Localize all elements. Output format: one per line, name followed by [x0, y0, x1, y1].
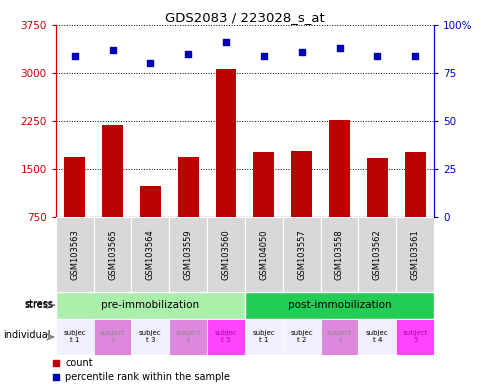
- Point: [222, 39, 229, 45]
- Bar: [395, 319, 433, 355]
- Point: [410, 53, 418, 59]
- Bar: [358, 319, 395, 355]
- Bar: [320, 217, 358, 292]
- Text: stress: stress: [24, 299, 53, 309]
- Text: pre-immobilization: pre-immobilization: [101, 300, 199, 310]
- Bar: [366, 158, 387, 217]
- Bar: [215, 69, 236, 217]
- Bar: [282, 217, 320, 292]
- Bar: [102, 125, 122, 217]
- Text: subjec
t 5: subjec t 5: [214, 331, 237, 343]
- Text: GSM103563: GSM103563: [70, 229, 79, 280]
- Bar: [207, 217, 244, 292]
- Text: subject
5: subject 5: [402, 331, 427, 343]
- Text: GSM103561: GSM103561: [410, 229, 419, 280]
- Text: subjec
t 4: subjec t 4: [365, 331, 388, 343]
- Bar: [140, 186, 160, 217]
- Bar: [131, 319, 169, 355]
- Bar: [395, 217, 433, 292]
- Text: GSM103562: GSM103562: [372, 229, 381, 280]
- Text: GSM103565: GSM103565: [108, 229, 117, 280]
- Bar: [131, 217, 169, 292]
- Text: GSM103557: GSM103557: [297, 229, 305, 280]
- Bar: [244, 217, 282, 292]
- Text: subject
2: subject 2: [100, 331, 125, 343]
- Point: [297, 49, 305, 55]
- Bar: [404, 152, 424, 217]
- Text: subject
3: subject 3: [326, 331, 351, 343]
- Text: stress: stress: [24, 300, 53, 310]
- Bar: [358, 217, 395, 292]
- Bar: [56, 319, 93, 355]
- Point: [52, 374, 60, 380]
- Text: GSM103558: GSM103558: [334, 229, 343, 280]
- Point: [259, 53, 267, 59]
- Point: [108, 47, 116, 53]
- Bar: [329, 120, 349, 217]
- Bar: [169, 319, 207, 355]
- Bar: [64, 157, 85, 217]
- Text: count: count: [65, 358, 93, 368]
- Text: subjec
t 1: subjec t 1: [63, 331, 86, 343]
- Bar: [320, 319, 358, 355]
- Bar: [244, 319, 282, 355]
- Bar: [291, 151, 311, 217]
- Bar: [93, 217, 131, 292]
- Point: [146, 60, 154, 66]
- Point: [52, 360, 60, 366]
- Bar: [93, 319, 131, 355]
- Text: subjec
t 1: subjec t 1: [252, 331, 274, 343]
- Bar: [207, 319, 244, 355]
- Bar: [253, 152, 273, 217]
- Bar: [56, 292, 244, 319]
- Text: GSM104050: GSM104050: [259, 229, 268, 280]
- Point: [184, 51, 192, 57]
- Bar: [282, 319, 320, 355]
- Bar: [56, 217, 93, 292]
- Bar: [244, 292, 433, 319]
- Point: [373, 53, 380, 59]
- Bar: [169, 217, 207, 292]
- Text: GSM103559: GSM103559: [183, 229, 192, 280]
- Text: subject
4: subject 4: [175, 331, 200, 343]
- Text: GSM103564: GSM103564: [146, 229, 154, 280]
- Text: subjec
t 2: subjec t 2: [290, 331, 312, 343]
- Text: subjec
t 3: subjec t 3: [139, 331, 161, 343]
- Text: post-immobilization: post-immobilization: [287, 300, 391, 310]
- Title: GDS2083 / 223028_s_at: GDS2083 / 223028_s_at: [165, 11, 324, 24]
- Text: individual: individual: [3, 330, 50, 340]
- Point: [71, 53, 78, 59]
- Bar: [178, 157, 198, 217]
- Point: [335, 45, 343, 51]
- Text: GSM103560: GSM103560: [221, 229, 230, 280]
- Text: percentile rank within the sample: percentile rank within the sample: [65, 372, 230, 382]
